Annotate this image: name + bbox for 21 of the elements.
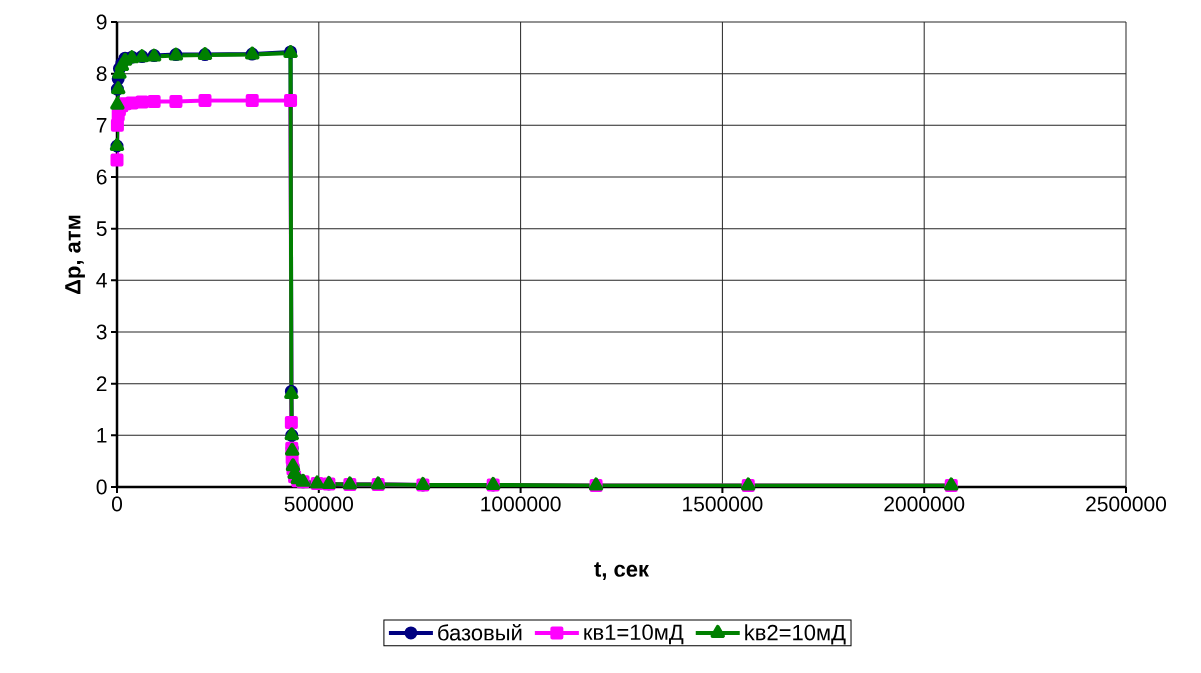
y-tick-label: 5 (96, 221, 107, 236)
x-tick-label: 1000000 (481, 496, 561, 512)
y-tick-label: 4 (96, 273, 107, 288)
legend-label: кв1=10мД (584, 624, 684, 645)
x-tick-label: 2000000 (884, 496, 965, 512)
legend-label: kв2=10мД (745, 624, 846, 645)
y-tick-label: 2 (96, 376, 107, 391)
y-tick-label: 1 (97, 428, 107, 443)
y-tick-label: 6 (96, 169, 107, 185)
x-tick-label: 2500000 (1086, 496, 1167, 512)
y-tick-label: 7 (96, 118, 107, 133)
y-tick-label: 9 (96, 14, 107, 30)
x-tick-label: 500000 (284, 496, 353, 512)
y-axis-title: Δp, атм (65, 215, 85, 294)
legend-label: базовый (438, 624, 522, 641)
x-tick-label: 1500000 (683, 496, 763, 512)
y-tick-label: 0 (96, 479, 107, 495)
x-tick-label: 0 (111, 496, 123, 512)
x-axis-title: t, сек (594, 562, 650, 581)
y-tick-label: 8 (96, 66, 107, 82)
y-tick-label: 3 (96, 324, 107, 340)
